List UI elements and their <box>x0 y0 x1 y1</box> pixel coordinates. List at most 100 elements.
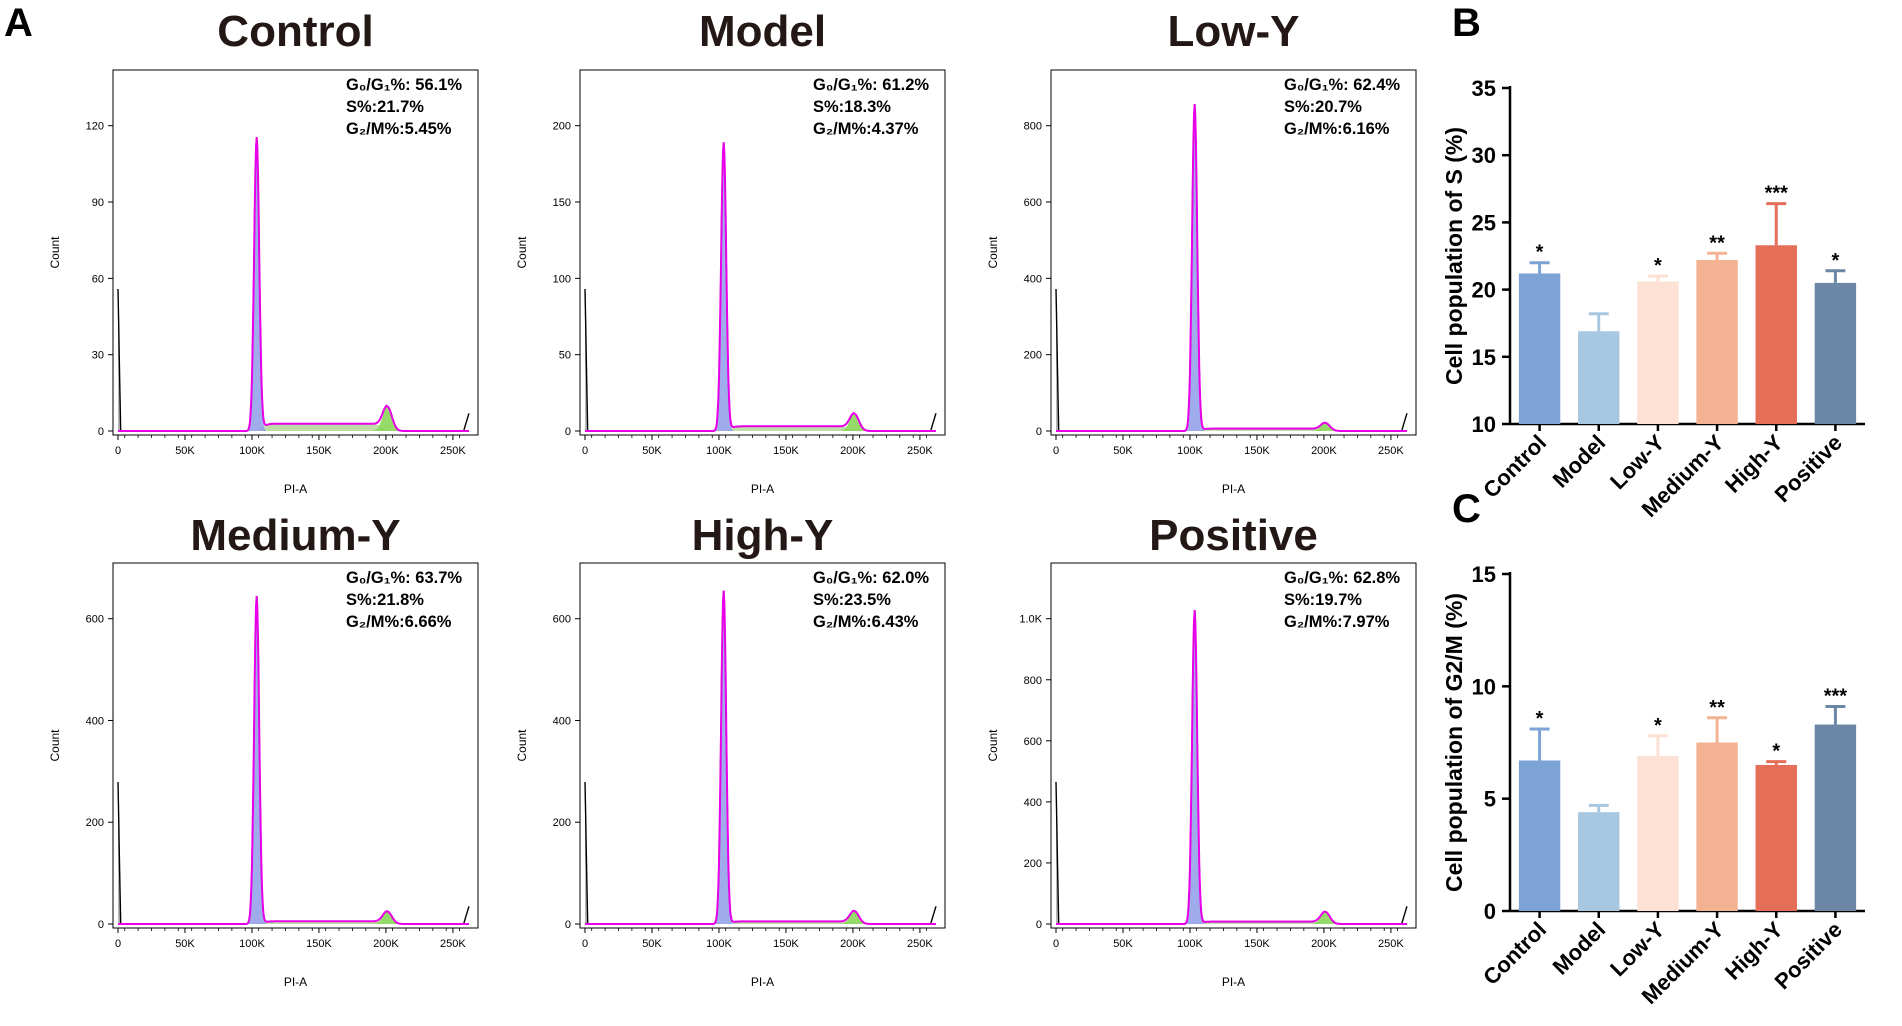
significance-marker: ** <box>1709 697 1725 719</box>
y-tick-label: 400 <box>1024 273 1042 285</box>
y-tick-label: 10 <box>1472 674 1496 699</box>
x-tick-label: 50K <box>642 938 662 950</box>
y-tick-label: 30 <box>92 350 104 362</box>
phase-stat-2: G₂/M%:6.43% <box>813 613 919 631</box>
bar-medium-y <box>1696 260 1738 424</box>
histogram-title: Model <box>699 7 826 56</box>
x-tick-label: 250K <box>1378 445 1404 457</box>
x-tick-label: 150K <box>773 445 799 457</box>
y-tick-label: 600 <box>86 614 104 626</box>
significance-marker: *** <box>1765 183 1789 205</box>
y-tick-label: 200 <box>1024 858 1042 870</box>
x-tick-label: 50K <box>1113 938 1133 950</box>
phase-stat-1: S%:20.7% <box>1284 98 1362 116</box>
histogram-title: High-Y <box>692 511 834 560</box>
x-tick-label: 200K <box>373 445 399 457</box>
g2m-area <box>585 413 936 431</box>
debris-area <box>585 289 936 431</box>
histogram-data-line <box>584 590 937 925</box>
x-axis-label: PI-A <box>1222 975 1245 989</box>
y-tick-label: 600 <box>1024 197 1042 209</box>
x-tick-label: 150K <box>1244 445 1270 457</box>
histogram-title: Low-Y <box>1168 7 1300 56</box>
g2m-area <box>1056 911 1407 924</box>
y-tick-label: 30 <box>1472 143 1496 168</box>
significance-marker: * <box>1832 250 1840 272</box>
y-axis-label: Count <box>986 236 1000 269</box>
histogram-data-line <box>117 595 470 925</box>
y-axis-label: Cell population of S (%) <box>1441 127 1467 385</box>
y-tick-label: 800 <box>1024 675 1042 687</box>
x-axis-label: PI-A <box>1222 482 1245 496</box>
histogram-model: Model 200 150 100 50 00 50K 100K 150K 200K 250K PI-… <box>515 7 946 496</box>
phase-stat-0: G₀/G₁%: 56.1% <box>346 76 462 94</box>
x-tick-label: 50K <box>175 938 195 950</box>
g0g1-area <box>118 137 469 431</box>
histogram-data-line <box>584 142 937 432</box>
g2m-area <box>118 911 469 924</box>
x-tick-label: 0 <box>1053 938 1059 950</box>
significance-marker: *** <box>1824 686 1848 708</box>
g2m-area <box>1056 422 1407 431</box>
g2m-phase-bar-chart: 15 10 5 0 Cell population of G2/M (%) * Contro… <box>1441 562 1865 1009</box>
x-tick-label: 200K <box>840 445 866 457</box>
plot-frame <box>579 69 946 436</box>
y-tick-label: 15 <box>1472 345 1496 370</box>
y-tick-label: 25 <box>1472 210 1496 235</box>
phase-stat-0: G₀/G₁%: 62.0% <box>813 569 929 587</box>
y-tick-label: 1.0K <box>1019 614 1042 626</box>
y-tick-label: 400 <box>86 715 104 727</box>
x-axis-label: PI-A <box>284 975 307 989</box>
phase-stat-1: S%:21.7% <box>346 98 424 116</box>
phase-stat-1: S%:23.5% <box>813 591 891 609</box>
plot-frame <box>112 69 479 436</box>
panel-label-a: A <box>4 1 33 45</box>
model-fit-line <box>118 137 469 432</box>
significance-marker: ** <box>1709 232 1725 254</box>
phase-stat-1: S%:21.8% <box>346 591 424 609</box>
x-axis-label: PI-A <box>751 482 774 496</box>
x-tick-label: 250K <box>440 445 466 457</box>
bar-control <box>1518 760 1561 911</box>
histogram-control: Control 120 90 60 30 00 50K 100K 150K 200K 250K PI-… <box>48 7 479 496</box>
significance-marker: * <box>1536 708 1544 730</box>
y-tick-label: 90 <box>92 197 104 209</box>
g0g1-area <box>1056 104 1407 431</box>
y-tick-label: 200 <box>86 817 104 829</box>
bar-high-y <box>1755 764 1797 911</box>
bar-positive <box>1814 724 1857 911</box>
significance-marker: * <box>1654 715 1662 737</box>
x-axis-label: PI-A <box>284 482 307 496</box>
x-tick-label: 0 <box>582 938 588 950</box>
y-tick-label: 5 <box>1484 787 1496 812</box>
x-tick-label: 150K <box>306 445 332 457</box>
x-tick-label: 200K <box>840 938 866 950</box>
g0g1-area <box>585 142 936 432</box>
category-label: Model <box>1548 917 1611 980</box>
y-tick-label: 60 <box>92 273 104 285</box>
y-tick-label: 120 <box>86 121 104 133</box>
x-tick-label: 200K <box>373 938 399 950</box>
y-tick-label: 200 <box>553 817 571 829</box>
bar-model <box>1578 812 1620 911</box>
phase-stat-0: G₀/G₁%: 61.2% <box>813 76 929 94</box>
histogram-positive: Positive 1.0K 800 600 400 200 00 50K 100K 150K 200… <box>986 511 1417 989</box>
phase-stat-0: G₀/G₁%: 62.8% <box>1284 569 1400 587</box>
bar-low-y <box>1637 755 1679 911</box>
phase-stat-2: G₂/M%:6.66% <box>346 613 452 631</box>
phase-stat-0: G₀/G₁%: 63.7% <box>346 569 462 587</box>
x-tick-label: 100K <box>706 445 732 457</box>
histogram-title: Medium-Y <box>190 511 400 560</box>
y-tick-label: 600 <box>1024 736 1042 748</box>
x-tick-label: 50K <box>1113 445 1133 457</box>
bar-low-y <box>1637 281 1679 424</box>
significance-marker: * <box>1536 242 1544 264</box>
x-tick-label: 200K <box>1311 938 1337 950</box>
y-tick-label: 50 <box>559 350 571 362</box>
y-tick-label: 0 <box>565 919 571 931</box>
y-tick-label: 0 <box>98 919 104 931</box>
y-tick-label: 400 <box>1024 797 1042 809</box>
x-tick-label: 50K <box>642 445 662 457</box>
